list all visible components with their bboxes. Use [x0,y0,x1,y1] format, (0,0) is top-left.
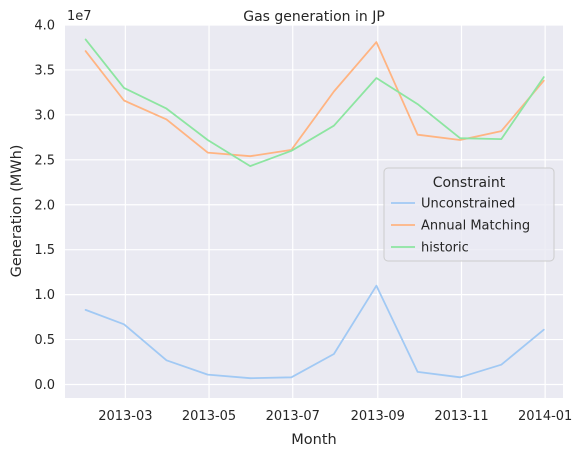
y-offset-label: 1e7 [67,9,92,24]
y-tick-label: 3.5 [34,63,55,78]
legend: Constraint Unconstrained Annual Matching h… [383,167,555,262]
x-tick-label: 2013-11 [434,409,488,424]
legend-label-historic: historic [421,241,469,256]
x-tick-label: 2013-03 [98,409,152,424]
legend-title: Constraint [433,175,506,191]
x-tick-labels: 2013-03 2013-05 2013-07 2013-09 2013-11 2014-… [98,409,572,424]
x-tick-label: 2014-01 [518,409,572,424]
y-tick-label: 2.5 [34,153,55,168]
legend-box [383,167,555,262]
y-tick-label: 1.5 [34,243,55,258]
x-tick-label: 2013-05 [182,409,236,424]
chart-title: Gas generation in JP [243,9,385,25]
y-tick-label: 4.0 [34,19,55,34]
legend-label-unconstrained: Unconstrained [421,197,515,212]
series-line-historic [84,38,545,168]
x-tick-label: 2013-07 [266,409,320,424]
y-tick-label: 0.5 [34,333,55,348]
series-lines [84,38,545,380]
x-tick-label: 2013-09 [351,409,405,424]
y-tick-label: 2.0 [34,198,55,213]
x-axis-title: Month [291,432,336,448]
y-tick-label: 1.0 [34,288,55,303]
y-axis-title: Generation (MWh) [9,145,25,278]
y-tick-labels: 0.0 0.5 1.0 1.5 2.0 2.5 3.0 3.5 4.0 [34,19,55,394]
legend-label-annual-matching: Annual Matching [421,219,530,234]
series-line-unconstrained [84,284,545,380]
y-tick-label: 3.0 [34,108,55,123]
y-tick-label: 0.0 [34,378,55,393]
